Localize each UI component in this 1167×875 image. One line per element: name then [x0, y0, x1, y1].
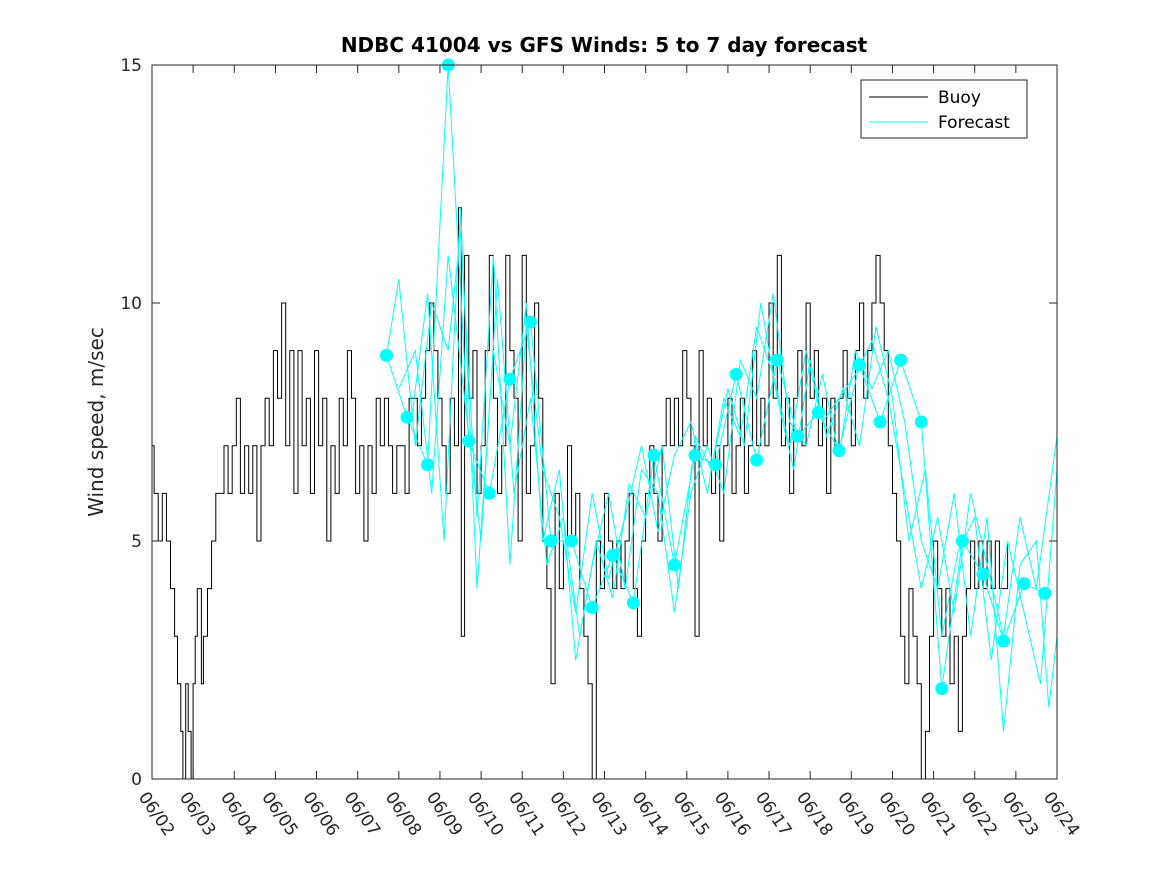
forecast-point-9 — [544, 534, 558, 548]
forecast-point-18 — [729, 367, 743, 381]
chart-title: NDBC 41004 vs GFS Winds: 5 to 7 day fore… — [341, 33, 868, 57]
legend-forecast-label: Forecast — [938, 113, 1010, 133]
legend-buoy-label: Buoy — [938, 88, 981, 108]
forecast-point-2 — [400, 410, 414, 424]
forecast-run-line-2 — [398, 255, 1058, 684]
plot-area — [152, 65, 1057, 779]
forecast-point-17 — [709, 458, 723, 472]
forecast-point-21 — [791, 429, 805, 443]
forecast-point-25 — [873, 415, 887, 429]
forecast-point-33 — [1038, 586, 1052, 600]
legend: Buoy Forecast — [860, 79, 1028, 139]
forecast-point-20 — [770, 353, 784, 367]
forecast-point-15 — [667, 558, 681, 572]
y-axis-label: Wind speed, m/sec — [84, 327, 108, 517]
forecast-point-14 — [647, 448, 661, 462]
forecast-point-1 — [380, 348, 393, 362]
forecast-point-11 — [585, 601, 599, 615]
forecast-point-29 — [955, 534, 969, 548]
forecast-point-23 — [832, 444, 846, 458]
forecast-point-3 — [421, 458, 435, 472]
forecast-point-8 — [524, 315, 537, 329]
forecast-point-30 — [976, 567, 990, 581]
forecast-markers — [380, 58, 1052, 696]
buoy-line — [152, 207, 1009, 780]
forecast-point-6 — [482, 486, 496, 500]
forecast-point-31 — [997, 634, 1010, 648]
forecast-point-12 — [606, 548, 620, 562]
forecast-point-10 — [565, 534, 579, 548]
forecast-point-32 — [1017, 577, 1031, 591]
forecast-point-19 — [750, 453, 764, 467]
forecast-point-28 — [935, 682, 949, 696]
y-tick-label: 5 — [131, 532, 142, 552]
forecast-point-27 — [914, 415, 928, 429]
forecast-run-line-1 — [386, 231, 1058, 637]
y-tick-label: 0 — [131, 770, 142, 790]
y-tick-label: 15 — [120, 56, 142, 76]
forecast-point-26 — [894, 353, 908, 367]
forecast-point-16 — [688, 448, 702, 462]
forecast-point-5 — [462, 434, 476, 448]
y-axis: 0 5 10 15 — [120, 56, 1057, 790]
buoy-series — [152, 207, 1009, 780]
legend-box — [860, 79, 1028, 139]
forecast-point-24 — [853, 358, 866, 372]
forecast-point-22 — [811, 406, 825, 419]
y-tick-label: 10 — [120, 294, 142, 314]
forecast-point-7 — [503, 372, 517, 386]
forecast-point-13 — [626, 596, 640, 610]
